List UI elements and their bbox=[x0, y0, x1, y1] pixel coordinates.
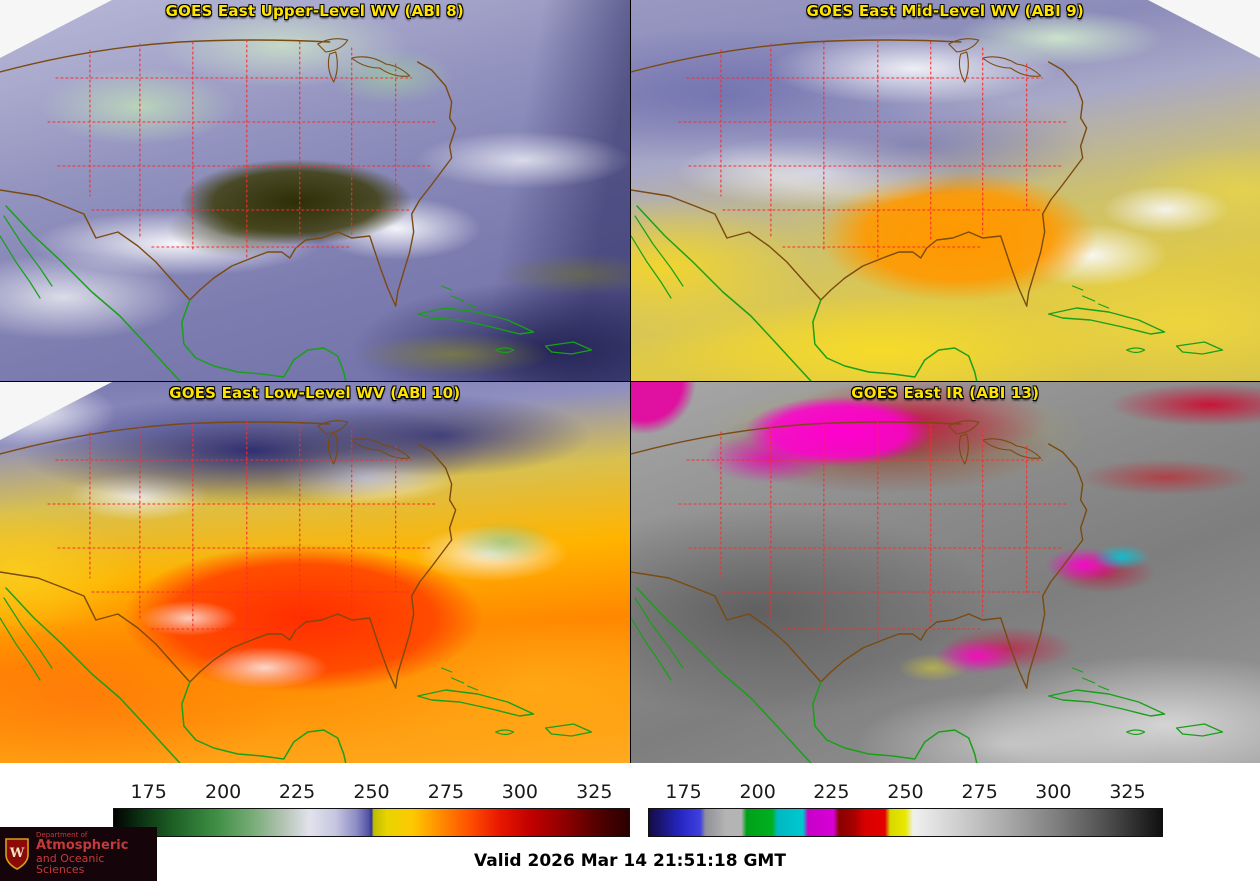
aos-logo: W Department of Atmospheric and Oceanic … bbox=[0, 827, 157, 881]
ir-colorbar-gradient bbox=[648, 808, 1163, 837]
tick-label: 325 bbox=[1109, 781, 1146, 803]
tick-label: 175 bbox=[665, 781, 702, 803]
tick-label: 200 bbox=[204, 781, 242, 803]
panel-title-abi9: GOES East Mid-Level WV (ABI 9) bbox=[806, 2, 1084, 20]
tick-label: 250 bbox=[887, 781, 924, 803]
ir-colorbar-ticks: 175 200 225 250 275 300 325 bbox=[648, 781, 1163, 807]
tick-label: 300 bbox=[501, 781, 539, 803]
satellite-imagery-abi9 bbox=[630, 0, 1260, 381]
map-overlay bbox=[0, 419, 593, 763]
logo-line-atmospheric: Atmospheric bbox=[36, 838, 129, 854]
panel-title-abi13: GOES East IR (ABI 13) bbox=[851, 384, 1040, 402]
panel-low-level-wv: GOES East Low-Level WV (ABI 10) bbox=[0, 382, 630, 763]
satellite-imagery-abi10 bbox=[0, 382, 630, 763]
ir-colorbar: 175 200 225 250 275 300 325 bbox=[648, 781, 1163, 837]
logo-text: Department of Atmospheric and Oceanic Sc… bbox=[36, 830, 153, 877]
tick-label: 225 bbox=[278, 781, 316, 803]
wv-colorbar: 175 200 225 250 275 300 325 bbox=[113, 781, 630, 837]
map-overlay bbox=[0, 37, 593, 381]
valid-time-text: Valid 2026 Mar 14 21:51:18 GMT bbox=[474, 851, 786, 871]
tick-label: 250 bbox=[353, 781, 390, 803]
wv-colorbar-gradient bbox=[113, 808, 630, 837]
tick-label: 175 bbox=[130, 781, 167, 803]
panel-upper-level-wv: GOES East Upper-Level WV (ABI 8) bbox=[0, 0, 630, 381]
logo-line-oceanic: and Oceanic Sciences bbox=[36, 851, 105, 877]
tick-label: 325 bbox=[576, 781, 613, 803]
panel-title-abi10: GOES East Low-Level WV (ABI 10) bbox=[169, 384, 461, 402]
satellite-imagery-abi8 bbox=[0, 0, 630, 381]
tick-label: 275 bbox=[427, 781, 465, 803]
wv-colorbar-ticks: 175 200 225 250 275 300 325 bbox=[113, 781, 630, 807]
imagery-grid: GOES East Upper-Level WV (ABI 8) GOES Ea… bbox=[0, 0, 1260, 763]
logo-dept-line: Department of bbox=[36, 830, 88, 839]
footer: 175 200 225 250 275 300 325 175 200 225 … bbox=[0, 763, 1260, 881]
panel-title-abi8: GOES East Upper-Level WV (ABI 8) bbox=[165, 2, 464, 20]
tick-label: 300 bbox=[1035, 781, 1072, 803]
tick-label: 225 bbox=[813, 781, 850, 803]
svg-text:W: W bbox=[9, 846, 25, 861]
uw-crest-icon: W bbox=[5, 838, 29, 870]
satellite-imagery-abi13 bbox=[630, 382, 1260, 763]
map-overlay bbox=[630, 419, 1223, 763]
tick-label: 275 bbox=[961, 781, 998, 803]
tick-label: 200 bbox=[739, 781, 776, 803]
panel-mid-level-wv: GOES East Mid-Level WV (ABI 9) bbox=[630, 0, 1260, 381]
panel-ir: GOES East IR (ABI 13) bbox=[630, 382, 1260, 763]
map-overlay bbox=[630, 37, 1223, 381]
